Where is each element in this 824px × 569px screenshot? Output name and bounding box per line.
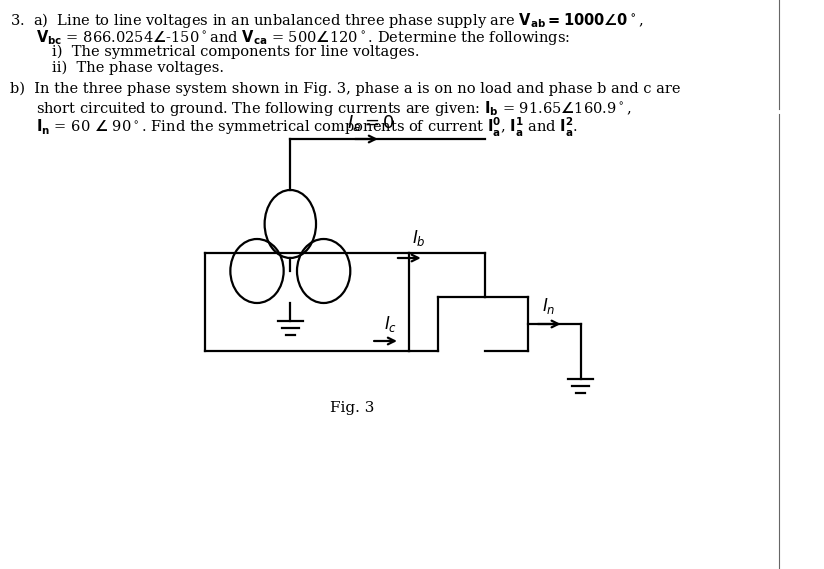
Text: i)  The symmetrical components for line voltages.: i) The symmetrical components for line v… xyxy=(53,45,420,59)
Text: short circuited to ground. The following currents are given: $\mathbf{I_b}$ = 91: short circuited to ground. The following… xyxy=(36,99,632,118)
Text: 3.  a)  Line to line voltages in an unbalanced three phase supply are $\mathbf{V: 3. a) Line to line voltages in an unbala… xyxy=(10,11,643,30)
Text: $\mathbf{I_n}$ = 60 $\mathbf{\angle}$ 90$^\circ$. Find the symmetrical component: $\mathbf{I_n}$ = 60 $\mathbf{\angle}$ 90… xyxy=(36,116,578,139)
Text: $I_b$: $I_b$ xyxy=(412,228,426,248)
Text: $I_c$: $I_c$ xyxy=(384,314,397,334)
Text: $I_a = 0$: $I_a = 0$ xyxy=(348,113,395,133)
Text: ii)  The phase voltages.: ii) The phase voltages. xyxy=(53,61,224,75)
Text: $\mathbf{V_{bc}}$ = 866.0254$\mathbf{\angle}$-150$^\circ$and $\mathbf{V_{ca}}$ =: $\mathbf{V_{bc}}$ = 866.0254$\mathbf{\an… xyxy=(36,28,570,47)
Text: Fig. 3: Fig. 3 xyxy=(330,401,374,415)
Text: b)  In the three phase system shown in Fig. 3, phase a is on no load and phase b: b) In the three phase system shown in Fi… xyxy=(10,82,680,96)
Text: $I_n$: $I_n$ xyxy=(542,296,556,316)
